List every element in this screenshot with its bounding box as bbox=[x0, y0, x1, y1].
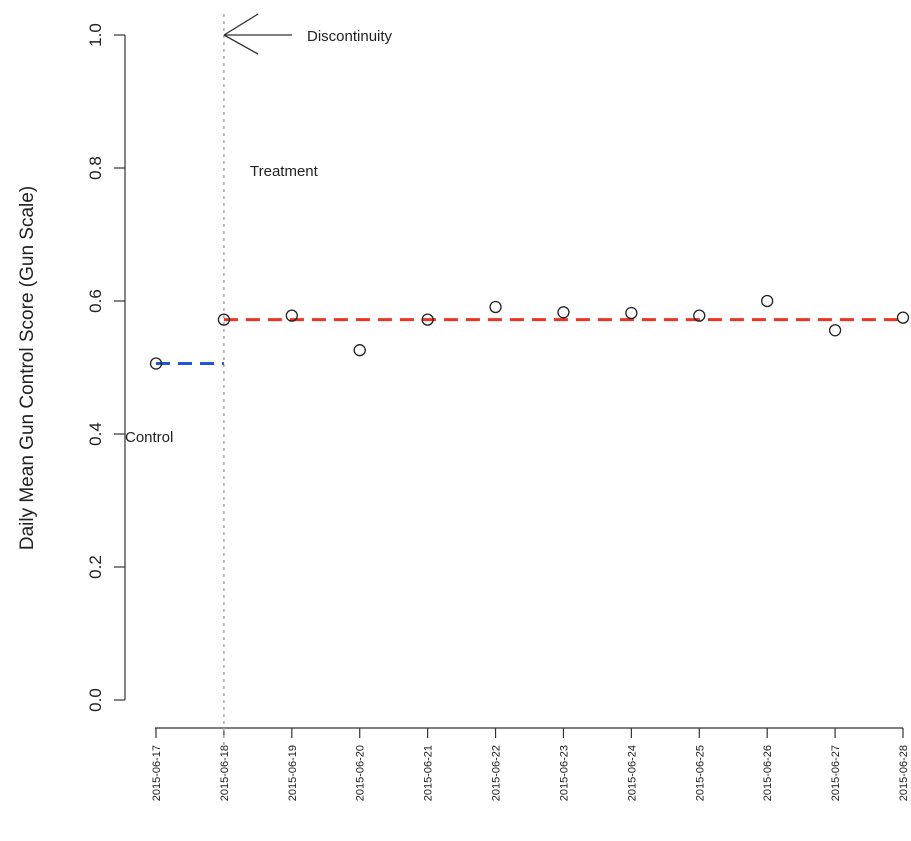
data-point bbox=[149, 357, 163, 370]
x-tick-label: 2015-06-22 bbox=[491, 745, 503, 801]
data-point bbox=[285, 309, 298, 322]
data-point bbox=[489, 300, 502, 314]
treatment-annotation: Treatment bbox=[250, 163, 319, 180]
y-tick-label: 0.2 bbox=[86, 555, 105, 579]
x-tick-label: 2015-06-25 bbox=[694, 745, 706, 801]
data-point bbox=[421, 313, 434, 326]
data-point bbox=[353, 344, 366, 357]
data-point bbox=[625, 306, 638, 320]
x-tick-label: 2015-06-20 bbox=[355, 745, 367, 801]
x-ticks: 2015-06-17 2015-06-18 2015-06-19 2015-06-20… bbox=[151, 728, 910, 801]
data-point bbox=[217, 313, 231, 326]
x-tick-label: 2015-06-17 bbox=[151, 745, 163, 801]
y-ticks: 0.0 0.2 0.4 0.6 0.8 1.0 bbox=[86, 23, 125, 712]
x-tick-label: 2015-06-27 bbox=[830, 745, 842, 801]
y-tick-label: 0.8 bbox=[86, 156, 105, 180]
control-annotation: Control bbox=[125, 429, 173, 446]
y-tick-label: 1.0 bbox=[86, 23, 105, 47]
x-tick-label: 2015-06-26 bbox=[762, 745, 774, 801]
y-tick-label: 0.0 bbox=[86, 688, 105, 712]
data-point bbox=[693, 309, 706, 322]
data-points bbox=[149, 294, 910, 370]
x-tick-label: 2015-06-24 bbox=[626, 745, 638, 801]
data-point bbox=[761, 294, 774, 308]
y-tick-label: 0.6 bbox=[86, 289, 105, 313]
data-point bbox=[557, 306, 570, 319]
data-point bbox=[896, 311, 910, 324]
data-point bbox=[828, 324, 842, 337]
x-tick-label: 2015-06-21 bbox=[423, 745, 435, 801]
y-tick-label: 0.4 bbox=[86, 422, 105, 446]
discontinuity-arrow bbox=[223, 13, 292, 55]
x-tick-label: 2015-06-19 bbox=[287, 745, 299, 801]
x-tick-label: 2015-06-18 bbox=[219, 745, 231, 801]
x-tick-label: 2015-06-28 bbox=[898, 745, 910, 801]
y-axis-label: Daily Mean Gun Control Score (Gun Scale) bbox=[17, 186, 38, 550]
discontinuity-annotation: Discontinuity bbox=[307, 28, 393, 45]
x-tick-label: 2015-06-23 bbox=[558, 745, 570, 801]
